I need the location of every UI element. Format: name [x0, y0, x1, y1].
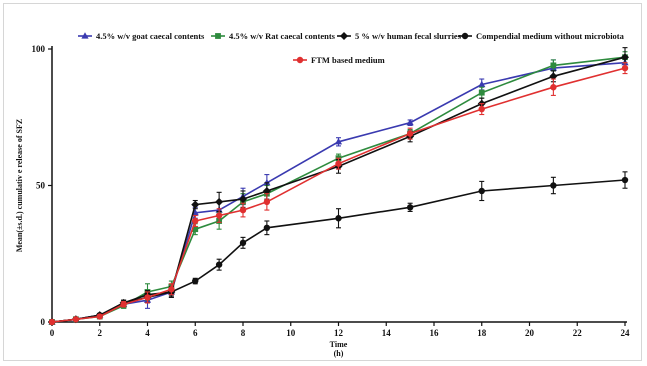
legend-marker	[81, 32, 89, 39]
data-point	[335, 160, 342, 167]
data-point	[263, 224, 271, 232]
series-line	[51, 67, 626, 323]
data-point	[215, 212, 223, 219]
legend-item-1: 4.5% w/v goat caecal contents	[78, 31, 205, 41]
x-tick-label: 14	[382, 328, 392, 338]
data-point	[478, 187, 485, 195]
legend-label: 5 % w/v human fecal slurries	[355, 31, 462, 41]
series-line	[51, 61, 626, 323]
data-point	[192, 277, 199, 285]
series-line	[51, 56, 626, 323]
data-point	[72, 316, 80, 323]
series-2	[49, 51, 628, 325]
data-point	[478, 89, 485, 96]
data-point	[144, 294, 151, 301]
legend-item-4: Compendial medium without microbiota	[458, 31, 625, 41]
data-point	[406, 130, 414, 137]
legend-item-2: 4.5% w/v Rat caecal contents	[211, 31, 336, 41]
axes	[51, 46, 627, 323]
data-point	[96, 313, 103, 320]
data-point	[550, 84, 557, 91]
data-point	[478, 80, 486, 88]
data-point	[263, 178, 271, 186]
data-point	[550, 62, 557, 69]
data-point	[406, 118, 414, 126]
data-point	[335, 215, 342, 222]
data-point	[191, 200, 200, 209]
legend-label: Compendial medium without microbiota	[476, 31, 625, 41]
y-tick-label: 50	[36, 181, 46, 191]
x-tick-label: 12	[334, 328, 344, 338]
y-tick-label: 0	[41, 317, 46, 327]
x-tick-label: 24	[621, 328, 631, 338]
x-axis-title: Time	[330, 340, 348, 349]
x-tick-label: 4	[145, 328, 150, 338]
data-point	[215, 197, 224, 206]
data-point	[192, 226, 199, 233]
data-point	[621, 53, 629, 62]
data-point	[621, 176, 629, 184]
data-point	[168, 286, 175, 293]
y-tick-label: 100	[32, 44, 46, 54]
data-point	[239, 195, 247, 204]
legend-label: FTM based medium	[311, 55, 385, 65]
x-tick-label: 22	[573, 328, 583, 338]
legend-marker	[215, 33, 221, 39]
series-layer	[48, 47, 629, 326]
data-point	[550, 182, 557, 189]
legend: 4.5% w/v goat caecal contents 4.5% w/v Ra…	[78, 31, 625, 65]
data-point	[621, 64, 629, 72]
data-point	[192, 217, 199, 225]
x-tick-label: 20	[525, 328, 535, 338]
chart-frame	[3, 3, 642, 361]
y-axis-title: Mean(±s.d.) cumulativ e release of SFZ	[15, 119, 24, 252]
data-point	[334, 138, 343, 145]
data-point	[263, 198, 271, 206]
x-tick-label: 0	[50, 328, 55, 338]
series-5	[48, 62, 629, 326]
data-point	[406, 204, 414, 211]
data-point	[239, 239, 247, 247]
data-point	[239, 206, 247, 214]
legend-item-3: 5 % w/v human fecal slurries	[337, 31, 462, 41]
legend-label: 4.5% w/v goat caecal contents	[96, 31, 205, 41]
data-point	[262, 186, 271, 195]
legend-marker	[296, 56, 304, 64]
x-tick-label: 18	[477, 328, 487, 338]
data-point	[215, 261, 223, 268]
legend-label: 4.5% w/v Rat caecal contents	[229, 31, 336, 41]
data-point	[478, 105, 485, 113]
x-tick-label: 16	[430, 328, 440, 338]
x-tick-label: 6	[193, 328, 198, 338]
data-point	[120, 301, 127, 308]
data-point	[48, 318, 56, 326]
legend-marker	[461, 32, 469, 40]
data-point	[549, 72, 558, 81]
x-tick-label: 2	[98, 328, 103, 338]
x-tick-label: 10	[286, 328, 296, 338]
series-1	[48, 56, 629, 325]
legend-marker	[340, 32, 348, 40]
x-tick-label: 8	[241, 328, 246, 338]
series-line	[51, 56, 626, 323]
legend-item-5: FTM based medium	[293, 55, 385, 65]
x-axis-unit: (h)	[334, 349, 344, 358]
